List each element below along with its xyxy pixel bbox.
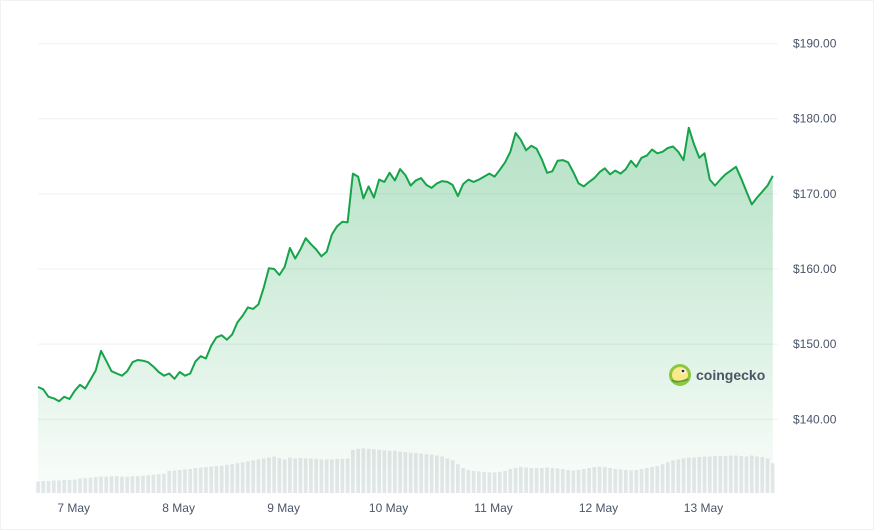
x-tick-label: 13 May bbox=[684, 501, 723, 515]
x-tick-label: 10 May bbox=[369, 501, 408, 515]
y-tick-label: $190.00 bbox=[793, 37, 837, 51]
x-tick-label: 11 May bbox=[474, 501, 512, 515]
price-line bbox=[37, 126, 774, 403]
x-tick-label: 7 May bbox=[57, 501, 90, 515]
y-tick-label: $180.00 bbox=[793, 112, 837, 126]
coingecko-watermark: coingecko bbox=[669, 364, 765, 386]
x-tick-label: 9 May bbox=[267, 501, 300, 515]
y-tick-label: $160.00 bbox=[793, 262, 837, 276]
y-axis: $140.00 $150.00 $160.00 $170.00 $180.00 $190.… bbox=[793, 37, 837, 427]
brand-name: coingecko bbox=[696, 367, 765, 383]
x-axis: 7 May 8 May 9 May 10 May 11 May 12 May 13 May bbox=[57, 501, 723, 515]
price-area bbox=[38, 127, 773, 493]
x-tick-label: 8 May bbox=[162, 501, 195, 515]
x-tick-label: 12 May bbox=[579, 501, 618, 515]
y-tick-label: $150.00 bbox=[793, 337, 837, 351]
y-tick-label: $140.00 bbox=[793, 412, 837, 426]
gecko-logo-icon bbox=[669, 364, 691, 386]
y-tick-label: $170.00 bbox=[793, 187, 837, 201]
